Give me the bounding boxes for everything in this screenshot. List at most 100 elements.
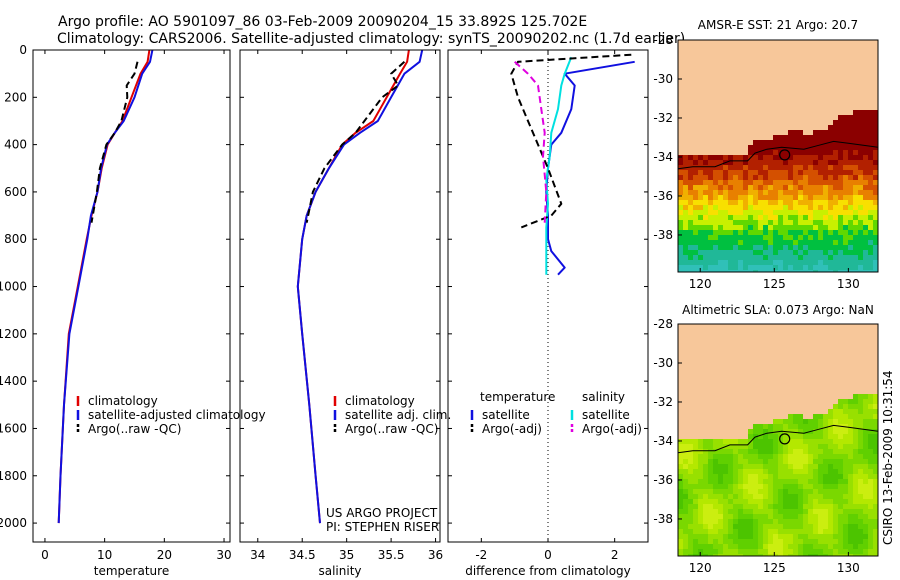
sst-map-cell [863,215,868,220]
sst-map-cell [823,145,828,150]
sst-map-xtick-label: 130 [837,277,860,291]
sla-map-cell [793,449,798,454]
sst-map-cell [848,240,853,245]
sla-map-cell [838,519,843,524]
sst-map-cell [758,245,763,250]
sla-map-cell [848,529,853,534]
sst-map-cell [738,265,743,270]
sst-map-cell [873,240,878,245]
sla-map-cell [758,429,763,434]
sla-map-cell [693,529,698,534]
sst-map-cell [678,240,683,245]
sst-map-cell [768,150,773,155]
sla-map-cell [808,489,813,494]
sla-map-cell [758,539,763,544]
sla-map-cell [838,409,843,414]
sst-map-cell [818,185,823,190]
sst-map-cell [738,205,743,210]
sst-map-cell [833,155,838,160]
sst-map-cell [678,190,683,195]
sst-map-cell [688,175,693,180]
sla-map-cell [818,434,823,439]
sla-map-cell [758,504,763,509]
sla-map-cell [803,434,808,439]
sla-map-cell [838,539,843,544]
sla-map-cell [873,434,878,439]
sla-map-cell [683,479,688,484]
salinity-xtick-label: 35 [339,548,354,562]
sst-map-cell [688,215,693,220]
sst-map-cell [773,215,778,220]
sla-map-cell [783,464,788,469]
sla-map-cell [763,529,768,534]
sla-map-cell [753,424,758,429]
sla-map-cell [828,509,833,514]
sst-map-cell [778,270,783,272]
sst-map-cell [678,180,683,185]
sst-map-cell [873,225,878,230]
sst-map-cell [753,160,758,165]
sla-map-cell [748,534,753,539]
sla-map-cell [858,394,863,399]
sla-map-cell [688,514,693,519]
sla-map-cell [833,504,838,509]
sla-map-cell [753,504,758,509]
sla-map-cell [758,459,763,464]
sla-map-cell [798,524,803,529]
sst-map-cell [803,245,808,250]
sla-map-cell [738,449,743,454]
sst-map-cell [828,215,833,220]
sst-map-cell [748,175,753,180]
sla-map-cell [803,494,808,499]
sla-map-cell [828,534,833,539]
sla-map-cell [788,439,793,444]
sst-map-xtick-label: 125 [763,277,786,291]
sla-map-cell [688,479,693,484]
sla-map-cell [798,549,803,554]
sla-map-cell [723,554,728,556]
sla-map-cell [753,459,758,464]
sst-map-cell [803,145,808,150]
sla-map-cell [748,509,753,514]
sst-map-cell [823,260,828,265]
sla-map-cell [793,554,798,556]
sst-map-cell [778,160,783,165]
sst-map-cell [718,245,723,250]
sst-map-cell [868,270,873,272]
sst-map-cell [818,150,823,155]
sst-map-cell [833,200,838,205]
sla-map-cell [738,514,743,519]
sla-map-cell [733,449,738,454]
sla-map-cell [803,419,808,424]
sst-map-cell [733,155,738,160]
sst-map-cell [788,205,793,210]
sla-map-cell [743,464,748,469]
sla-map-cell [748,479,753,484]
temperature-legend-label: Argo(..raw -QC) [88,422,181,436]
sla-map-cell [738,454,743,459]
sla-map-cell [868,434,873,439]
sla-map-cell [683,499,688,504]
sst-map-cell [793,145,798,150]
sst-map-cell [868,200,873,205]
sst-map-cell [848,145,853,150]
sst-map-cell [818,145,823,150]
sst-map-cell [818,135,823,140]
sla-map-cell [843,449,848,454]
sla-map-cell [713,484,718,489]
sla-map-cell [798,509,803,514]
sst-map-cell [763,145,768,150]
sst-map-cell [703,255,708,260]
sst-map-cell [818,155,823,160]
sst-map-cell [868,265,873,270]
sst-map-cell [788,150,793,155]
sst-map-cell [733,180,738,185]
sst-map-cell [808,155,813,160]
sla-map-cell [698,474,703,479]
sst-map-cell [838,205,843,210]
sla-map-cell [788,444,793,449]
sla-map-cell [743,489,748,494]
sst-map-cell [788,210,793,215]
sst-map-cell [818,250,823,255]
